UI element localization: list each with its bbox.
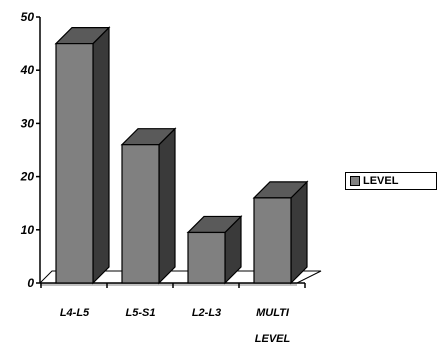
legend-label: LEVEL [363, 175, 399, 187]
x-category-label: L5-S1 [126, 307, 156, 319]
y-tick-label: 0 [27, 276, 34, 290]
bar [186, 215, 243, 285]
bar-front [187, 231, 226, 284]
bar-front [121, 144, 160, 284]
y-tick-label: 10 [21, 223, 35, 237]
x-tick-labels: L4-L5 L5-S1 L2-L3 MULTI LEVEL [60, 307, 291, 345]
y-tick-label: 50 [21, 10, 35, 24]
bar [54, 26, 111, 285]
bar-front [55, 42, 94, 284]
bar-side [92, 26, 110, 285]
bar-side [290, 180, 308, 285]
x-category-label: MULTI [256, 307, 290, 319]
y-tick-label: 40 [20, 63, 35, 77]
bar-front [253, 197, 292, 284]
bar-side [158, 127, 176, 285]
x-category-label: L4-L5 [60, 307, 90, 319]
bars [54, 26, 309, 285]
y-tick-label: 20 [20, 170, 35, 184]
legend-swatch [350, 176, 360, 186]
x-category-label: LEVEL [255, 333, 291, 345]
y-tick-label: 30 [21, 116, 35, 130]
bar [252, 180, 309, 285]
x-category-label: L2-L3 [192, 307, 221, 319]
y-tick-labels: 0 10 20 30 40 50 [20, 10, 35, 290]
chart-legend: LEVEL [345, 172, 437, 190]
bar [120, 127, 177, 285]
